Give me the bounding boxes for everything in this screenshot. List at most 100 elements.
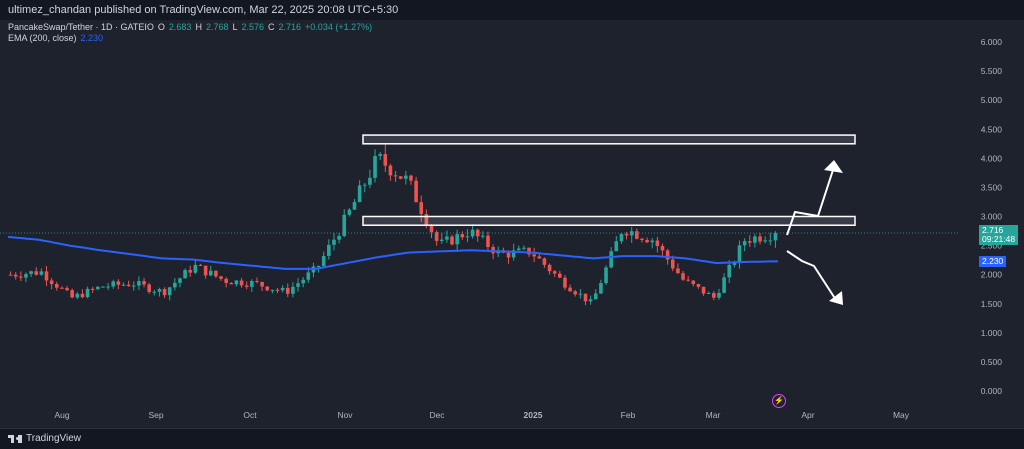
candle: [696, 284, 701, 287]
candle: [542, 258, 547, 265]
candle: [599, 283, 603, 294]
last-price-tag: 2.716 09:21:48: [979, 225, 1019, 246]
candle: [732, 262, 737, 265]
chart-legend: PancakeSwap/Tether · 1D · GATEIO O 2.683 …: [8, 22, 372, 44]
time-axis-label: Mar: [706, 410, 721, 420]
ema-line[interactable]: [7, 235, 779, 270]
candle: [65, 288, 69, 291]
time-axis-label: Nov: [337, 410, 353, 420]
candle: [593, 293, 598, 300]
tradingview-brand[interactable]: TradingView: [8, 433, 81, 444]
candle: [13, 274, 18, 277]
candle: [8, 274, 13, 276]
resistance-zone[interactable]: [362, 134, 856, 145]
bullish-path-arrow[interactable]: [786, 169, 834, 236]
candle: [588, 299, 593, 302]
arrow-head-up-icon: [824, 160, 843, 173]
candle: [568, 287, 572, 292]
ema-value: 2.230: [80, 33, 104, 43]
candle: [357, 185, 362, 203]
candle: [275, 289, 280, 291]
high-label: H: [195, 22, 202, 32]
candle: [239, 280, 244, 286]
candle: [758, 236, 762, 242]
candle: [280, 287, 285, 291]
candle: [753, 236, 757, 243]
candle: [173, 282, 177, 288]
time-axis-label: Apr: [801, 410, 814, 420]
ema-label[interactable]: EMA (200, close): [8, 33, 77, 43]
candle: [763, 240, 767, 242]
resistance-zone[interactable]: [362, 215, 856, 226]
candle: [116, 281, 121, 285]
candle: [90, 288, 95, 290]
candle: [347, 209, 352, 215]
ema-price-tag: 2.230: [979, 256, 1007, 268]
candle: [486, 235, 490, 248]
candle: [203, 265, 208, 276]
candle: [96, 286, 100, 290]
candle: [660, 245, 665, 251]
candle: [614, 241, 619, 252]
candle: [747, 241, 752, 243]
price-tick-label: 1.500: [981, 299, 1003, 309]
candle: [378, 154, 382, 156]
candle: [619, 233, 624, 242]
candle: [234, 280, 239, 285]
candle: [583, 293, 588, 302]
candle: [537, 256, 542, 259]
bar-countdown: 09:21:48: [982, 234, 1016, 245]
price-chart[interactable]: 6.000 5.500 5.000 4.500 4.000 3.500 3.000 2.500…: [0, 20, 1024, 428]
candle: [409, 175, 413, 181]
candle: [727, 264, 732, 278]
candle: [665, 250, 670, 260]
price-tick-label: 2.000: [981, 270, 1003, 280]
bolt-icon[interactable]: ⚡: [772, 394, 786, 408]
candle: [152, 291, 157, 293]
candle: [460, 234, 465, 238]
time-axis-label: Feb: [621, 410, 636, 420]
brand-name: TradingView: [26, 433, 82, 444]
candle: [260, 282, 264, 287]
candle: [552, 271, 557, 274]
candle: [450, 236, 454, 245]
candle: [429, 225, 434, 233]
candle: [558, 273, 562, 278]
candle: [316, 265, 321, 267]
candle: [157, 289, 162, 292]
candle: [60, 287, 64, 289]
candle: [670, 259, 675, 269]
candle: [24, 274, 28, 278]
candle: [265, 286, 270, 291]
candle: [291, 286, 295, 294]
candle: [717, 292, 721, 298]
candle: [29, 271, 33, 275]
price-tick-label: 5.500: [981, 66, 1003, 76]
candle: [737, 245, 742, 263]
candle: [445, 236, 449, 240]
open-label: O: [157, 22, 165, 32]
candle: [80, 293, 85, 298]
candle: [321, 255, 326, 266]
price-tick-label: 3.000: [981, 212, 1003, 222]
candle: [224, 278, 228, 284]
candle: [414, 180, 418, 203]
chart-pane[interactable]: [0, 20, 1024, 428]
candle: [655, 240, 660, 246]
candle: [368, 177, 372, 185]
price-tick-label: 3.500: [981, 182, 1003, 192]
candle: [547, 264, 552, 272]
candle: [419, 202, 424, 215]
symbol-label[interactable]: PancakeSwap/Tether · 1D · GATEIO: [8, 22, 154, 32]
candle: [34, 271, 39, 275]
candle: [388, 165, 393, 176]
bearish-path-arrow[interactable]: [786, 250, 837, 301]
candle: [573, 291, 578, 295]
candle: [250, 280, 254, 287]
candle: [301, 279, 305, 284]
candle: [624, 233, 629, 236]
price-tick-label: 0.500: [981, 357, 1003, 367]
price-tick-label: 1.000: [981, 328, 1003, 338]
candle: [44, 271, 49, 281]
candle: [645, 239, 649, 243]
